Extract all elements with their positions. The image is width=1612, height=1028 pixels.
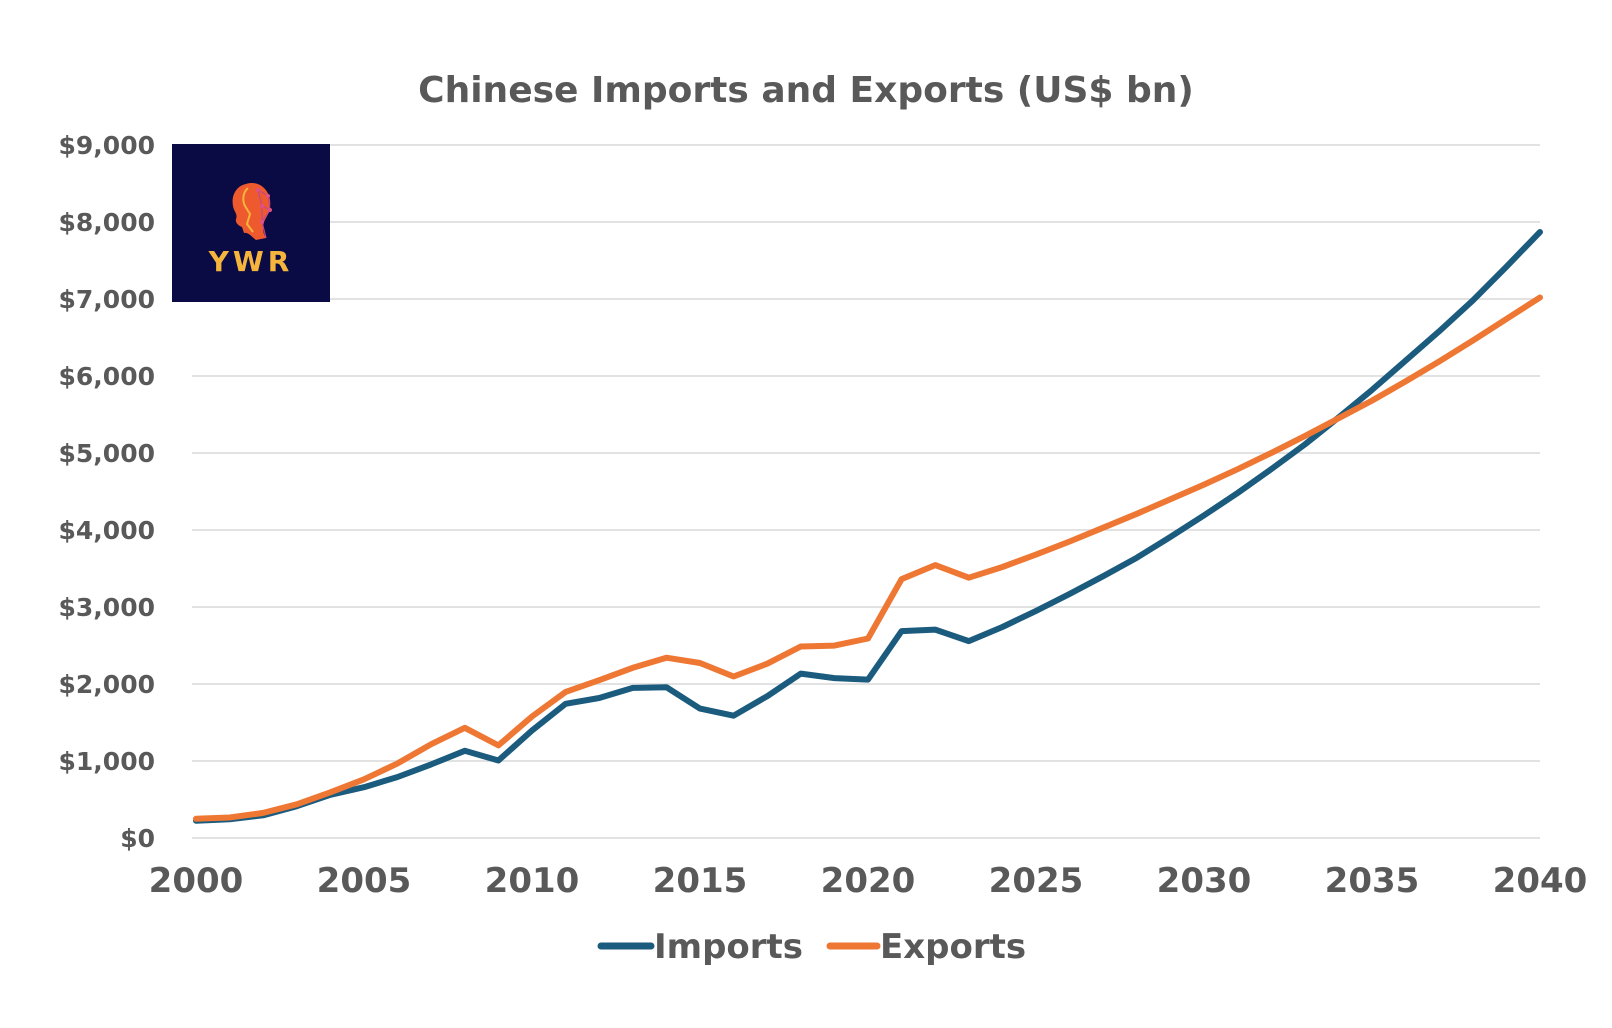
x-tick-label: 2035 — [1325, 861, 1420, 901]
gridlines — [192, 144, 1540, 839]
legend: Imports Exports — [597, 927, 1026, 967]
series-line-exports — [193, 294, 1543, 822]
series-lines — [193, 229, 1543, 824]
x-tick-label: 2020 — [821, 861, 916, 901]
y-tick-label: $6,000 — [59, 362, 155, 391]
y-tick-label: $0 — [120, 824, 155, 853]
logo: YWR — [172, 144, 330, 302]
series-line-imports — [193, 229, 1543, 824]
x-tick-label: 2000 — [149, 861, 244, 901]
x-tick-label: 2040 — [1493, 861, 1588, 901]
y-tick-label: $4,000 — [59, 516, 155, 545]
head-profile-icon — [232, 183, 272, 240]
chart-title: Chinese Imports and Exports (US$ bn) — [418, 70, 1194, 111]
y-tick-label: $9,000 — [59, 131, 155, 160]
y-axis-ticks: $0 $1,000 $2,000 $3,000 $4,000 $5,000 $6,000 $7… — [59, 131, 155, 853]
y-tick-label: $1,000 — [59, 747, 155, 776]
y-tick-label: $7,000 — [59, 285, 155, 314]
x-tick-label: 2005 — [317, 861, 412, 901]
logo-text: YWR — [208, 245, 294, 278]
x-tick-label: 2010 — [485, 861, 580, 901]
y-tick-label: $3,000 — [59, 593, 155, 622]
x-axis-ticks: 2000 2005 2010 2015 2020 2025 2030 2035 2040 — [149, 861, 1588, 901]
y-tick-label: $5,000 — [59, 439, 155, 468]
legend-label-imports: Imports — [654, 927, 803, 967]
y-tick-label: $2,000 — [59, 670, 155, 699]
x-tick-label: 2030 — [1157, 861, 1252, 901]
x-tick-label: 2015 — [653, 861, 748, 901]
legend-label-exports: Exports — [880, 927, 1026, 967]
x-tick-label: 2025 — [989, 861, 1084, 901]
y-tick-label: $8,000 — [59, 208, 155, 237]
